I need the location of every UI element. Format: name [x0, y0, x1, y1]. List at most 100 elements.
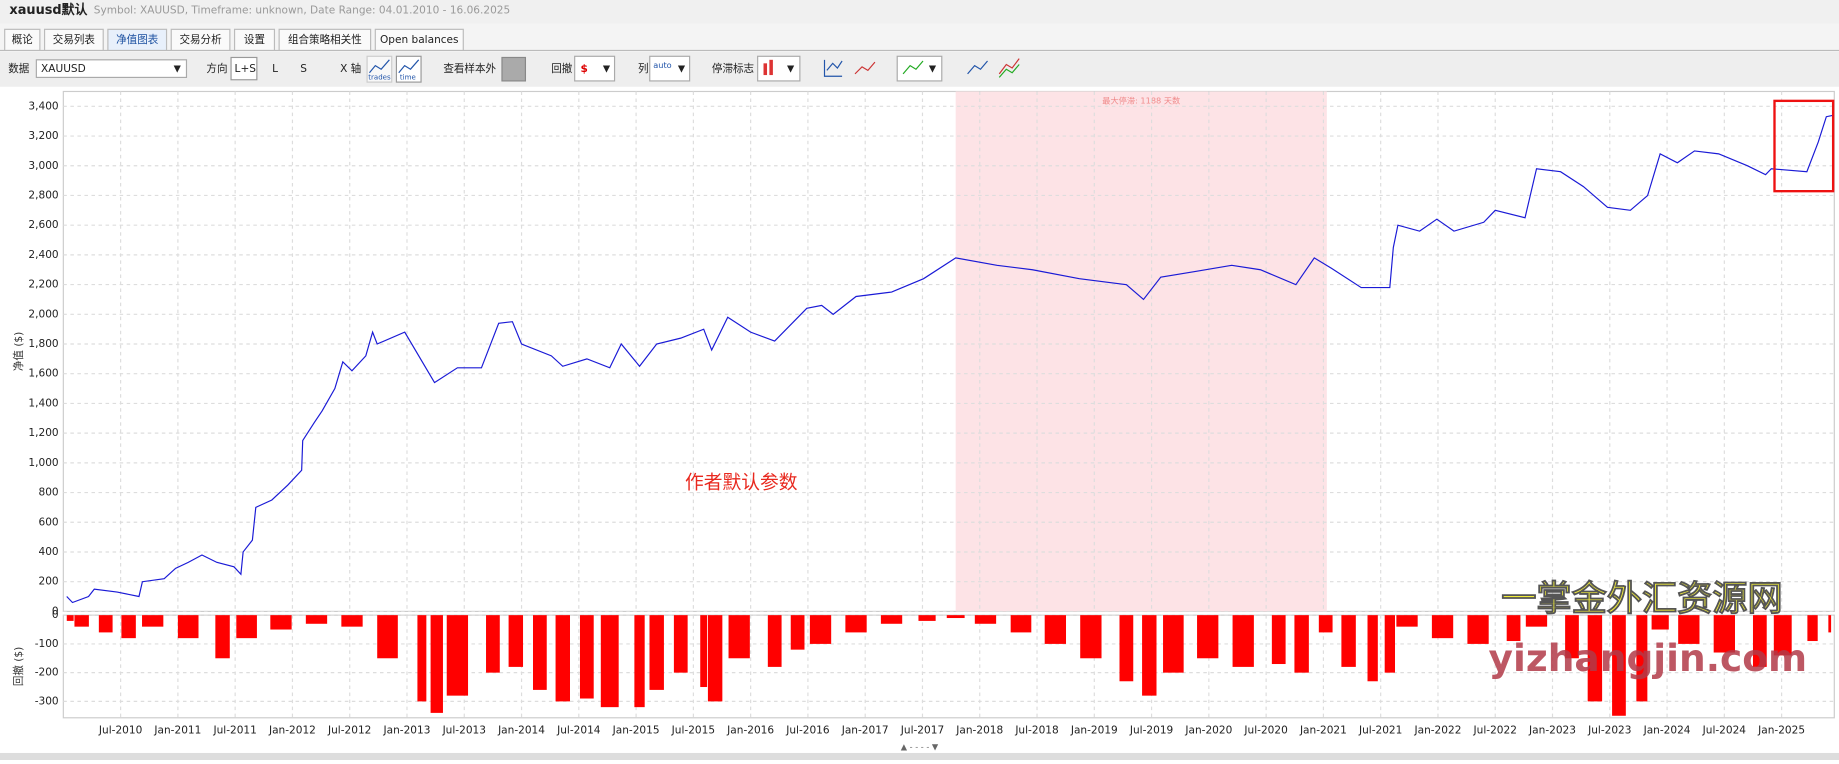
drawdown-bar: [1506, 615, 1521, 642]
x-tick-label: Jul-2018: [1014, 725, 1058, 737]
tab[interactable]: [233, 28, 276, 52]
icon: [368, 59, 390, 74]
symbol-select[interactable]: [35, 59, 188, 78]
y-tick-label: 3,200: [28, 130, 58, 142]
drawdown-bar: [1713, 615, 1735, 653]
dropdown-arrow: ▼: [174, 64, 182, 75]
icon[interactable]: [967, 60, 988, 75]
tab-label[interactable]: 概论: [12, 33, 34, 46]
drawdown-bar: [1010, 615, 1032, 633]
x-tick-label: Jan-2018: [955, 725, 1003, 737]
drawdown-bar: [1678, 615, 1700, 644]
tab[interactable]: [4, 28, 41, 52]
y-tick-label: 400: [39, 546, 59, 558]
tab-label[interactable]: 组合策略相关性: [288, 33, 362, 46]
x-tick-label: Jul-2011: [212, 725, 256, 737]
tab-label[interactable]: Open balances: [380, 34, 459, 46]
drawdown-bar: [236, 615, 257, 639]
xaxis-label: X 轴: [340, 62, 361, 75]
drawdown-bar: [1431, 615, 1454, 639]
tab[interactable]: [278, 28, 372, 52]
drawdown-bar: [707, 615, 723, 702]
y-tick-label: 2,400: [28, 249, 58, 261]
tab-label[interactable]: 设置: [244, 34, 265, 46]
dropdown-arrow: ▼: [678, 64, 686, 75]
drawdown-bar: [1384, 615, 1396, 673]
x-tick-label: Jul-2016: [785, 725, 830, 737]
x-tick-label: Jan-2015: [612, 725, 660, 737]
icon[interactable]: [998, 58, 1020, 75]
icon[interactable]: [826, 60, 843, 71]
icon[interactable]: [823, 59, 843, 77]
drawdown-bar: [790, 615, 805, 650]
x-tick-label: Jan-2016: [726, 725, 774, 737]
y-tick-label: -300: [35, 695, 59, 707]
drawdown-bar: [1119, 615, 1134, 682]
annotation: 作者默认参数: [685, 472, 798, 494]
drawdown-bar: [1752, 615, 1767, 667]
y-tick-label: 2,600: [28, 219, 58, 231]
y-tick-label: 1,400: [28, 397, 58, 409]
y-axis-label: 回撤 ($): [12, 647, 25, 686]
drawdown-bar: [728, 615, 750, 659]
tab[interactable]: [43, 28, 104, 52]
columns-select[interactable]: [649, 55, 691, 82]
out-of-sample-label: 查看样本外: [443, 62, 496, 75]
drawdown-bar: [1197, 615, 1219, 659]
tab-label[interactable]: 净值图表: [116, 33, 159, 46]
drawdown-bar: [1044, 615, 1067, 644]
y-tick-label: 800: [39, 487, 59, 499]
drawdown-bar: [417, 615, 427, 702]
xaxis-time-button[interactable]: [395, 55, 422, 83]
y-tick-label: 200: [39, 576, 59, 588]
x-tick-label: Jul-2013: [442, 725, 486, 737]
drawdown-bar: [809, 615, 832, 644]
drawdown-bar: [649, 615, 664, 690]
out-of-sample-button[interactable]: [501, 56, 527, 82]
x-tick-label: Jan-2017: [841, 725, 889, 737]
y-tick-label: 2,800: [28, 189, 58, 201]
tab[interactable]: [374, 28, 464, 52]
drawdown-bar: [1367, 615, 1378, 682]
drawdown-bar: [142, 615, 164, 627]
tab[interactable]: [107, 28, 168, 52]
drawdown-bar: [767, 615, 782, 667]
drawdown-bar: [1467, 615, 1489, 644]
tab-label[interactable]: 交易列表: [53, 33, 96, 46]
y-tick-label: 600: [39, 516, 59, 528]
direction[interactable]: S: [300, 63, 307, 75]
drawdown-bar: [1587, 615, 1603, 702]
columns-option: auto: [653, 60, 671, 70]
icon[interactable]: [998, 64, 1020, 78]
drawdown-bar: [1636, 615, 1648, 702]
splitter[interactable]: ▲ - - - - ▼: [901, 742, 939, 752]
direction[interactable]: L: [272, 63, 278, 75]
direction-label: 方向: [206, 62, 227, 75]
y-tick-label: 3,400: [28, 100, 58, 112]
y-tick-label: 1,200: [28, 427, 58, 439]
drawdown-bar: [66, 615, 74, 621]
drawdown-bar: [98, 615, 113, 633]
drawdown-bar: [1396, 615, 1418, 627]
drawdown-bar: [555, 615, 570, 702]
icon[interactable]: [854, 61, 876, 75]
drawdown-select[interactable]: [574, 55, 616, 82]
tab-label[interactable]: 交易分析: [179, 33, 222, 46]
xaxis-trades-button[interactable]: [366, 55, 393, 83]
direction-button[interactable]: [230, 56, 258, 81]
drawdown-bar: [946, 615, 965, 619]
x-tick-label: Jul-2015: [671, 725, 715, 737]
data-label: 数据: [8, 62, 30, 75]
stagnation-label: 停滞标志: [712, 62, 754, 75]
tab[interactable]: [170, 28, 231, 52]
x-tick-label: Jan-2014: [497, 725, 545, 737]
stagnation-label: 最大停滞: 1188 天数: [1102, 95, 1180, 105]
drawdown-bar: [634, 615, 645, 708]
chart-type-select[interactable]: [896, 55, 943, 82]
watermark: yizhangjin.com: [1489, 636, 1808, 680]
drawdown-bar: [446, 615, 469, 696]
drawdown-bar: [880, 615, 903, 624]
drawdown-bar: [1565, 615, 1579, 659]
y-tick-label: 1,600: [28, 368, 58, 380]
